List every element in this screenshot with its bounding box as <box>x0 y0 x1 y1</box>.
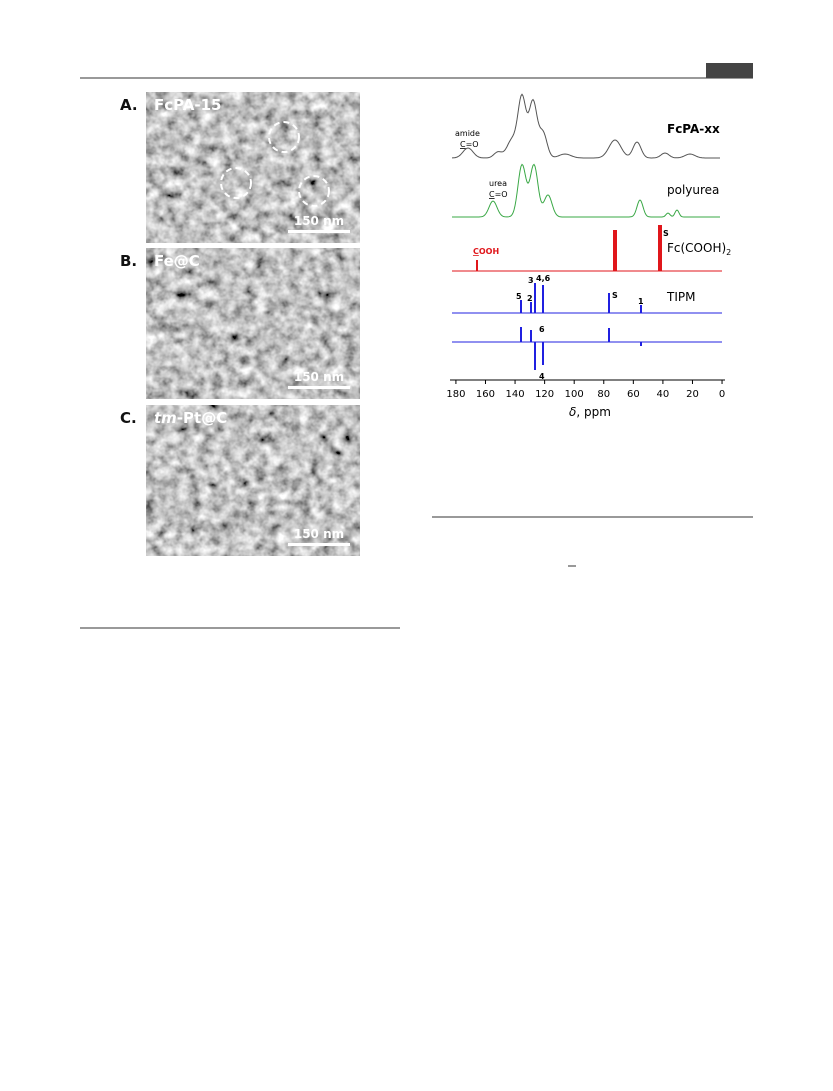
peak-label: 4,6 <box>536 274 551 283</box>
trace-fcpa <box>452 93 720 159</box>
panel-label: tm-Pt@C <box>154 409 227 427</box>
panel-label: Fe@C <box>154 252 200 270</box>
x-tick-label: 20 <box>686 389 699 400</box>
scale-label: 150 nm <box>294 527 344 541</box>
x-tick-label: 160 <box>476 389 495 400</box>
name: Fc(COOH) <box>667 241 726 255</box>
label: , ppm <box>576 405 611 419</box>
highlight-circle <box>268 121 300 153</box>
peak-label: 1 <box>638 297 644 306</box>
sem-image <box>146 248 360 399</box>
scale-label: 150 nm <box>294 214 344 228</box>
sem-figure: A. FcPA-15 150 nm B. Fe@C 150 nm C. tm-Pt@C 150 … <box>120 92 360 556</box>
nmr-figure: 180 160 140 120 100 80 60 40 20 0 δ, ppm FcPA-xx ami… <box>446 93 731 419</box>
peak-label: 5 <box>516 292 522 301</box>
peak-label: 2 <box>527 294 533 303</box>
sem-image <box>146 92 360 243</box>
peak-label: 3 <box>528 276 534 285</box>
scale-bar <box>288 230 350 233</box>
highlight-circle <box>220 167 252 199</box>
x-tick-label: 40 <box>657 389 670 400</box>
note-c: C <box>473 247 479 256</box>
panel-letter: C. <box>120 409 137 427</box>
header-tab <box>706 63 753 78</box>
trace-name: Fc(COOH)2 <box>667 241 731 257</box>
subscript: 2 <box>726 248 731 257</box>
trace-name: TIPM <box>666 290 695 304</box>
solvent-label: S <box>663 229 669 238</box>
x-tick-label: 80 <box>597 389 610 400</box>
note: COOH <box>473 247 499 256</box>
x-tick-label: 60 <box>627 389 640 400</box>
x-axis-label: δ, ppm <box>569 405 611 419</box>
scale-bar <box>288 543 350 546</box>
trace-name: FcPA-xx <box>667 122 720 136</box>
peak-label: 4 <box>539 372 545 381</box>
x-tick-label: 140 <box>506 389 525 400</box>
label: Fe@C <box>154 252 200 270</box>
note-rest: =O <box>466 140 479 149</box>
peak-label: 6 <box>539 325 545 334</box>
note: C=O <box>460 140 479 149</box>
note-rest: OOH <box>479 247 499 256</box>
label-italic: tm <box>154 409 177 427</box>
x-tick-label: 120 <box>535 389 554 400</box>
x-tick-label: 100 <box>565 389 584 400</box>
label: FcPA-15 <box>154 96 221 114</box>
note: C=O <box>489 190 508 199</box>
note: amide <box>455 129 480 138</box>
x-tick-label: 180 <box>446 389 465 400</box>
note-c: C <box>460 140 466 149</box>
peak-label: S <box>612 291 618 300</box>
note: urea <box>489 179 507 188</box>
panel-letter: A. <box>120 96 138 114</box>
sem-image <box>146 405 360 556</box>
scale-bar <box>288 386 350 389</box>
label-symbol: δ <box>569 405 576 419</box>
panel-letter: B. <box>120 252 137 270</box>
note-c: C <box>489 190 495 199</box>
label: -Pt@C <box>177 409 227 427</box>
note-rest: =O <box>495 190 508 199</box>
trace-name: polyurea <box>667 183 719 197</box>
panel-label: FcPA-15 <box>154 96 221 114</box>
scale-label: 150 nm <box>294 370 344 384</box>
x-tick-label: 0 <box>719 389 725 400</box>
highlight-circle <box>298 175 330 207</box>
trace-polyurea <box>452 163 720 218</box>
